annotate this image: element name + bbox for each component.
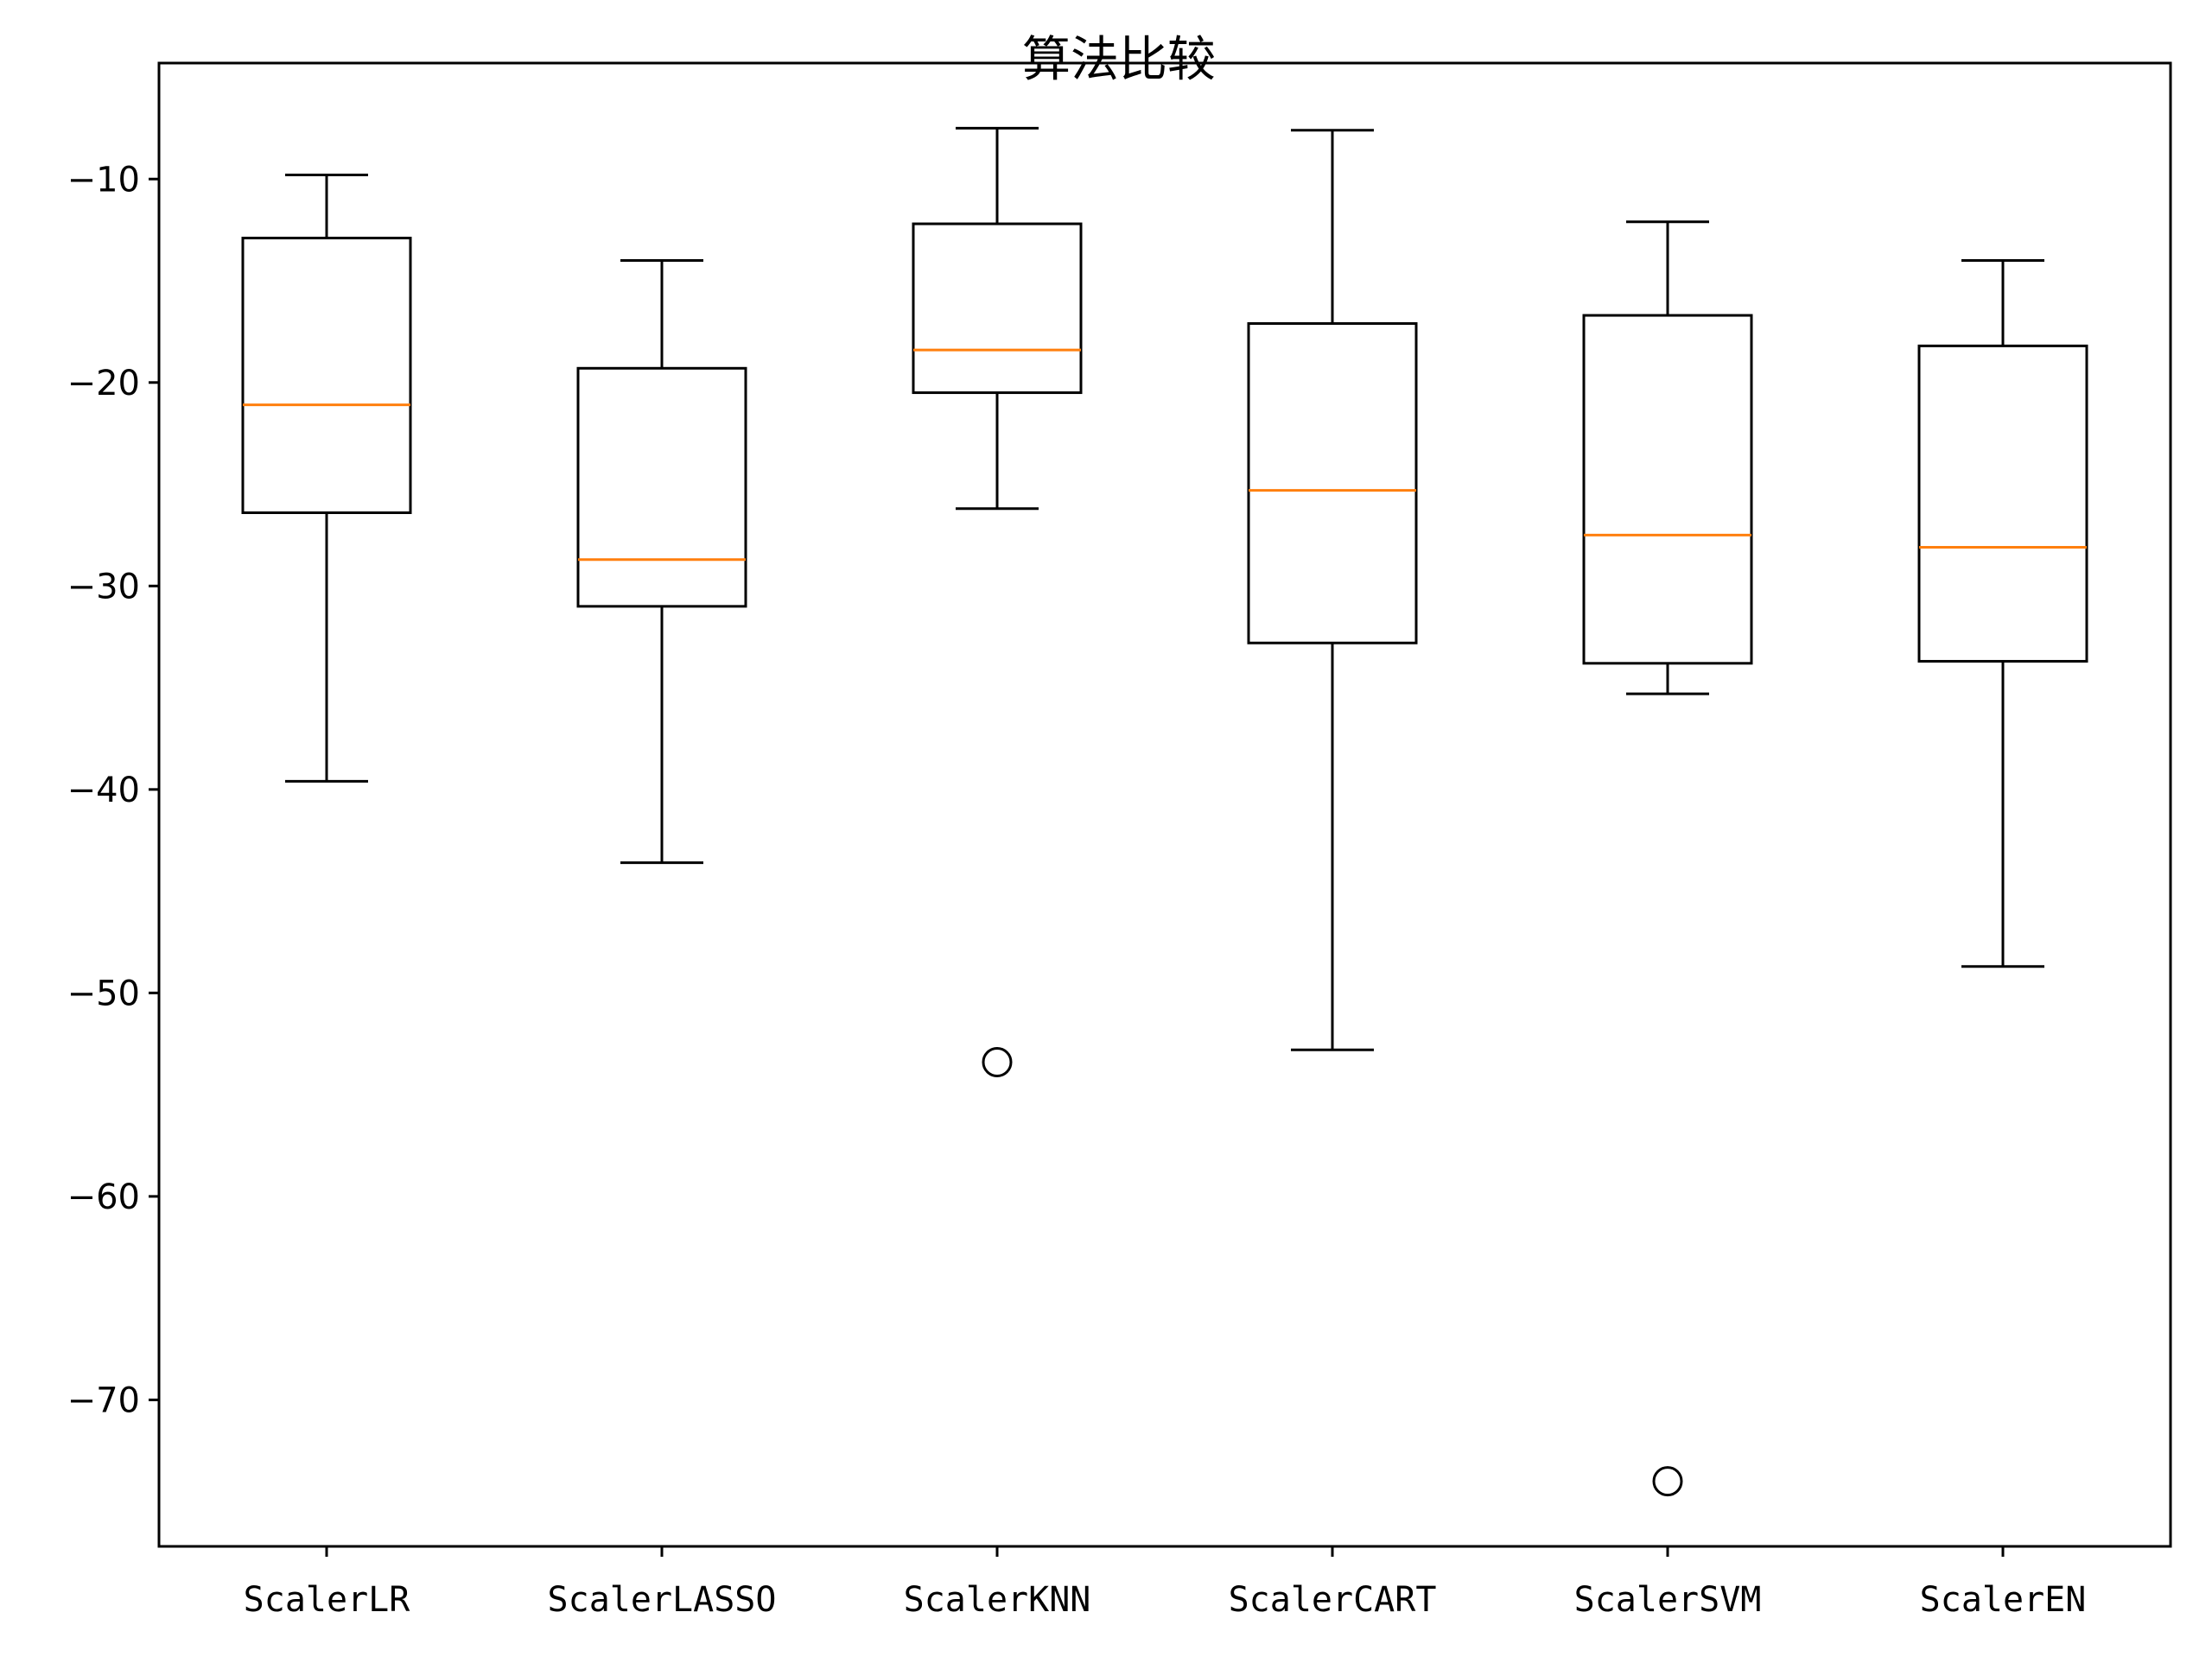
box-iqr <box>578 368 746 606</box>
box-group-scaleren <box>1919 260 2087 966</box>
x-tick-label: ScalerLR <box>244 1580 411 1620</box>
x-tick-label: ScalerSVM <box>1574 1580 1762 1620</box>
chart-title: 算法比较 <box>1022 32 1216 88</box>
outlier-point <box>1654 1468 1681 1495</box>
box-iqr <box>1919 346 2087 661</box>
y-tick-label: −60 <box>67 1177 140 1217</box>
axes-frame <box>159 63 2171 1546</box>
x-tick-label: ScalerCART <box>1229 1580 1437 1620</box>
y-tick-label: −40 <box>67 771 140 810</box>
box-group-scalerlasso <box>578 260 746 862</box>
x-axis: ScalerLR ScalerLASSO ScalerKNN ScalerCART Sc… <box>244 1546 2087 1620</box>
y-tick-label: −10 <box>67 160 140 200</box>
x-tick-label: ScalerLASSO <box>548 1580 777 1620</box>
box-iqr <box>913 224 1081 392</box>
box-group-scalersvm <box>1584 222 1751 1495</box>
box-group-scalerlr <box>243 175 410 782</box>
plot-area <box>243 128 2087 1495</box>
y-axis: −10 −20 −30 −40 −50 −60 −70 <box>67 160 159 1420</box>
x-tick-label: ScalerEN <box>1920 1580 2087 1620</box>
box-iqr <box>1249 323 1416 643</box>
y-tick-label: −30 <box>67 567 140 606</box>
box-iqr <box>1584 315 1751 663</box>
y-tick-label: −20 <box>67 364 140 403</box>
box-group-scalercart <box>1249 130 1416 1050</box>
y-tick-label: −70 <box>67 1381 140 1420</box>
box-group-scalerknn <box>913 128 1081 1076</box>
x-tick-label: ScalerKNN <box>904 1580 1091 1620</box>
box-iqr <box>243 238 410 513</box>
y-tick-label: −50 <box>67 974 140 1013</box>
outlier-point <box>983 1048 1011 1076</box>
